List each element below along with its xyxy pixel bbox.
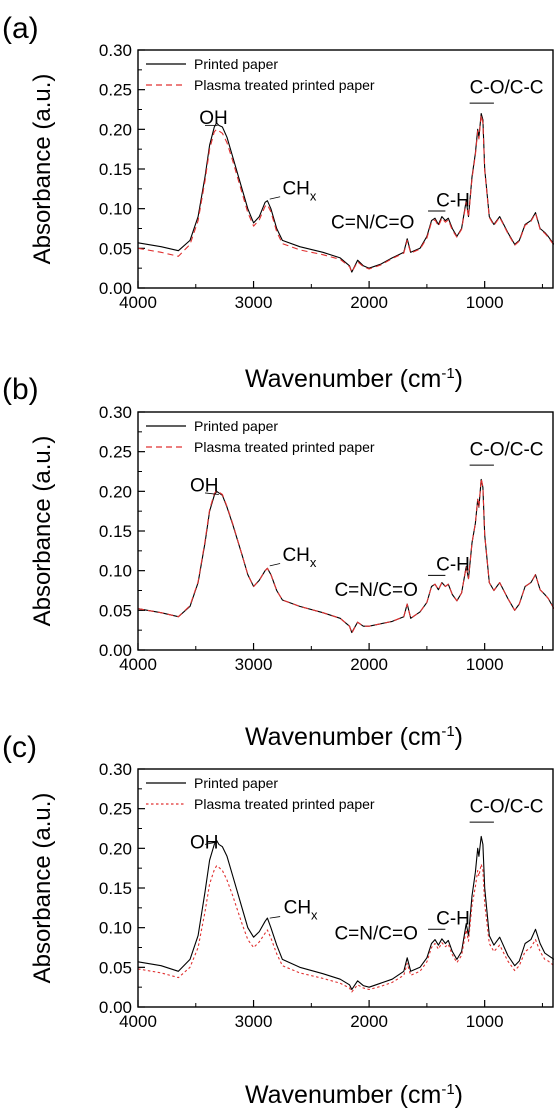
y-tick-label: 0.25	[99, 81, 132, 100]
annotation-label: C=N/C=O	[334, 924, 417, 945]
y-tick-label: 0.30	[99, 760, 132, 779]
chart-panel: (a) Absorbance (a.u.) Wavenumber (cm-1) 0.0…	[2, 12, 554, 393]
plot-frame	[137, 49, 554, 289]
y-tick-label: 0.20	[99, 120, 132, 139]
x-tick-label: 4000	[119, 1012, 157, 1031]
y-tick-label: 0.10	[99, 562, 132, 581]
annotation-label: C-H	[436, 555, 470, 576]
y-tick-label: 0.25	[99, 800, 132, 819]
series-line-1	[137, 478, 554, 634]
annotation-label: CHx	[282, 178, 316, 203]
panel-label: (b)	[2, 373, 39, 406]
annotation-label: C=N/C=O	[334, 580, 417, 601]
series-line-1	[137, 112, 554, 273]
x-tick-label: 3000	[235, 293, 273, 312]
y-tick-label: 0.15	[99, 879, 132, 898]
y-tick-label: 0.15	[99, 522, 132, 541]
annotation-label: CHx	[282, 545, 316, 570]
x-axis-label: Wavenumber (cm-1)	[245, 365, 463, 393]
annotation-label: OH	[199, 108, 228, 129]
x-tick-label: 3000	[235, 655, 273, 674]
y-tick-label: 0.00	[99, 279, 132, 298]
y-tick-label: 0.10	[99, 919, 132, 938]
chart-panel: (b) Absorbance (a.u.) Wavenumber (cm-1) 0.0…	[2, 373, 554, 751]
y-tick-label: 0.10	[99, 200, 132, 219]
x-axis-label: Wavenumber (cm-1)	[245, 723, 463, 751]
plot-frame	[137, 411, 554, 651]
annotation-leader	[204, 492, 219, 495]
y-tick-label: 0.20	[99, 482, 132, 501]
annotation-label: OH	[190, 832, 219, 853]
x-tick-label: 4000	[119, 655, 157, 674]
legend-entry: Plasma treated printed paper	[194, 77, 375, 93]
y-tick-label: 0.20	[99, 839, 132, 858]
series-line-2	[137, 478, 554, 634]
annotation-label: CHx	[284, 897, 318, 922]
x-tick-label: 2000	[350, 1012, 388, 1031]
x-tick-label: 2000	[350, 655, 388, 674]
annotation-label: C-H	[436, 190, 470, 211]
x-axis-label: Wavenumber (cm-1)	[245, 1081, 463, 1109]
annotation-leader	[269, 916, 281, 919]
panel-label: (c)	[2, 731, 37, 764]
chart-panel: (c) Absorbance (a.u.) Wavenumber (cm-1) 0.0…	[2, 731, 554, 1109]
y-tick-label: 0.05	[99, 239, 132, 258]
y-tick-label: 0.05	[99, 601, 132, 620]
x-tick-label: 1000	[466, 293, 504, 312]
x-tick-label: 1000	[466, 1012, 504, 1031]
legend-entry: Printed paper	[194, 56, 278, 72]
annotation-leader	[204, 841, 218, 845]
legend-entry: Printed paper	[194, 775, 278, 791]
annotation-leader	[269, 196, 281, 200]
y-axis-label: Absorbance (a.u.)	[29, 74, 56, 265]
x-tick-label: 3000	[235, 1012, 273, 1031]
annotation-label: OH	[190, 475, 219, 496]
y-tick-label: 0.30	[99, 41, 132, 60]
y-axis-label: Absorbance (a.u.)	[29, 793, 56, 984]
x-tick-label: 2000	[350, 293, 388, 312]
annotation-leader	[269, 563, 281, 567]
legend-entry: Plasma treated printed paper	[194, 796, 375, 812]
panel-label: (a)	[2, 12, 39, 45]
y-tick-label: 0.00	[99, 998, 132, 1017]
plot-frame	[137, 768, 554, 1008]
annotation-label: C-O/C-C	[470, 440, 544, 461]
legend-entry: Plasma treated printed paper	[194, 439, 375, 455]
y-axis-label: Absorbance (a.u.)	[29, 436, 56, 627]
y-tick-label: 0.15	[99, 160, 132, 179]
y-tick-label: 0.00	[99, 641, 132, 660]
series-line-2	[137, 863, 554, 993]
annotation-label: C-H	[436, 908, 470, 929]
y-tick-label: 0.05	[99, 958, 132, 977]
y-tick-label: 0.30	[99, 403, 132, 422]
x-tick-label: 1000	[466, 655, 504, 674]
y-tick-label: 0.25	[99, 443, 132, 462]
series-line-1	[137, 835, 554, 991]
annotation-label: C-O/C-C	[470, 78, 544, 99]
x-tick-label: 4000	[119, 293, 157, 312]
legend-entry: Printed paper	[194, 418, 278, 434]
annotation-label: C-O/C-C	[470, 797, 544, 818]
series-line-2	[137, 114, 554, 273]
annotation-label: C=N/C=O	[331, 213, 414, 234]
